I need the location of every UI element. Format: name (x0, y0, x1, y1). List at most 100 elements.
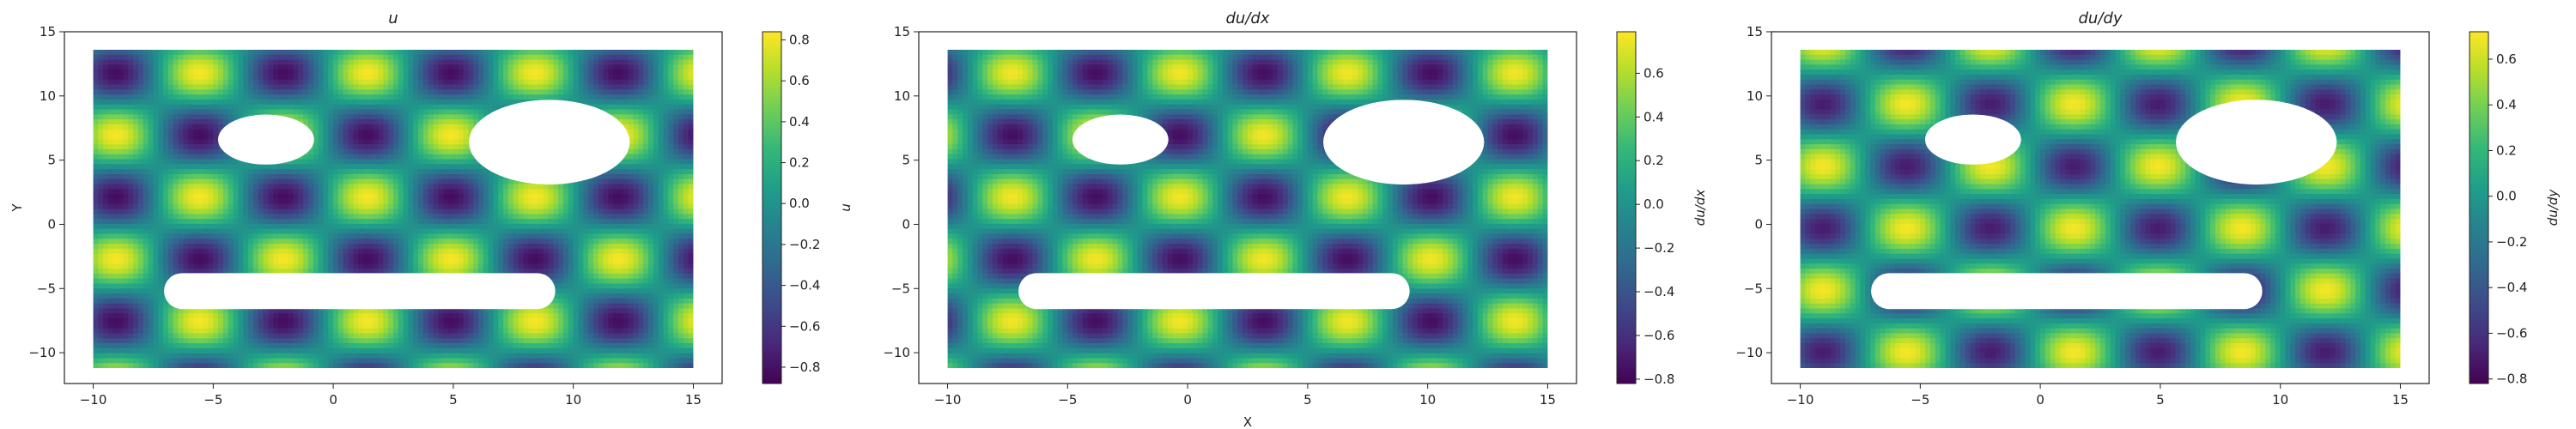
heatmap-cell (448, 173, 454, 180)
heatmap-cell (248, 358, 254, 364)
heatmap-cell (163, 208, 169, 214)
heatmap-cell (303, 323, 309, 329)
heatmap-cell (108, 99, 114, 106)
heatmap-cell (433, 343, 440, 349)
heatmap-cell (238, 363, 244, 369)
heatmap-cell (373, 134, 380, 140)
heatmap-cell (112, 124, 119, 130)
heatmap-cell (167, 119, 174, 125)
heatmap-cell (103, 333, 109, 339)
heatmap-cell (137, 208, 144, 214)
heatmap-cell (378, 298, 384, 305)
heatmap-cell (443, 173, 449, 180)
heatmap-cell (273, 343, 279, 349)
heatmap-cell (468, 144, 474, 150)
heatmap-cell (123, 203, 129, 210)
heatmap-cell (222, 159, 229, 165)
heatmap-cell (218, 273, 224, 280)
heatmap-cell (118, 338, 125, 344)
heatmap-cell (228, 124, 234, 130)
heatmap-cell (288, 303, 295, 310)
heatmap-cell (208, 194, 214, 200)
heatmap-cell (153, 198, 159, 205)
heatmap-cell (153, 64, 159, 70)
heatmap-cell (173, 323, 179, 329)
heatmap-cell (112, 148, 119, 155)
heatmap-cell (183, 298, 189, 305)
heatmap-cell (158, 104, 164, 111)
heatmap-cell (443, 328, 449, 335)
heatmap-cell (233, 273, 240, 280)
heatmap-cell (313, 233, 319, 239)
heatmap-cell (408, 154, 414, 160)
heatmap-cell (233, 104, 240, 111)
heatmap-cell (218, 148, 224, 155)
heatmap-cell (137, 353, 144, 360)
heatmap-cell (418, 323, 424, 329)
heatmap-cell (408, 353, 414, 360)
heatmap-cell (323, 114, 329, 120)
heatmap-cell (438, 154, 444, 160)
heatmap-cell (383, 323, 389, 329)
heatmap-cell (438, 343, 444, 349)
heatmap-cell (353, 313, 359, 319)
heatmap-cell (307, 338, 314, 344)
heatmap-cell (108, 208, 114, 214)
heatmap-cell (418, 223, 424, 230)
heatmap-cell (303, 278, 309, 285)
heatmap-cell (368, 288, 374, 294)
heatmap-cell (298, 328, 304, 335)
heatmap-cell (393, 194, 399, 200)
heatmap-cell (288, 89, 295, 95)
heatmap-cell (193, 244, 199, 250)
heatmap-cell (203, 64, 210, 70)
heatmap-cell (313, 124, 319, 130)
heatmap-cell (128, 214, 134, 220)
heatmap-cell (323, 49, 329, 56)
heatmap-cell (148, 134, 155, 140)
heatmap-cell (408, 184, 414, 190)
heatmap-cell (478, 273, 484, 280)
heatmap-cell (218, 129, 224, 136)
heatmap-cell (248, 109, 254, 115)
heatmap-cell (422, 244, 429, 250)
heatmap-cell (403, 244, 410, 250)
heatmap-cell (263, 64, 269, 70)
heatmap-cell (368, 119, 374, 125)
heatmap-cell (283, 203, 289, 210)
heatmap-cell (193, 74, 199, 81)
heatmap-cell (393, 119, 399, 125)
heatmap-cell (183, 148, 189, 155)
heatmap-cell (443, 228, 449, 235)
heatmap-cell (252, 214, 259, 220)
heatmap-cell (398, 347, 404, 354)
heatmap-cell (123, 318, 129, 324)
heatmap-cell (273, 308, 279, 314)
heatmap-cell (422, 273, 429, 280)
heatmap-cell (183, 353, 189, 360)
heatmap-cell (183, 74, 189, 81)
heatmap-cell (112, 203, 119, 210)
heatmap-cell (403, 293, 410, 299)
heatmap-cell (398, 69, 404, 76)
heatmap-cell (478, 64, 484, 70)
heatmap-cell (153, 248, 159, 255)
heatmap-cell (238, 223, 244, 230)
heatmap-cell (293, 119, 299, 125)
heatmap-cell (197, 214, 204, 220)
heatmap-cell (383, 189, 389, 195)
heatmap-cell (278, 313, 284, 319)
heatmap-cell (158, 328, 164, 335)
heatmap-cell (108, 189, 114, 195)
heatmap-cell (368, 159, 374, 165)
heatmap-cell (213, 208, 219, 214)
heatmap-cell (333, 223, 339, 230)
heatmap-cell (443, 169, 449, 175)
heatmap-cell (433, 293, 440, 299)
heatmap-cell (137, 144, 144, 150)
heatmap-cell (103, 159, 109, 165)
heatmap-cell (307, 194, 314, 200)
heatmap-cell (298, 94, 304, 100)
heatmap-cell (93, 298, 99, 305)
heatmap-cell (112, 318, 119, 324)
